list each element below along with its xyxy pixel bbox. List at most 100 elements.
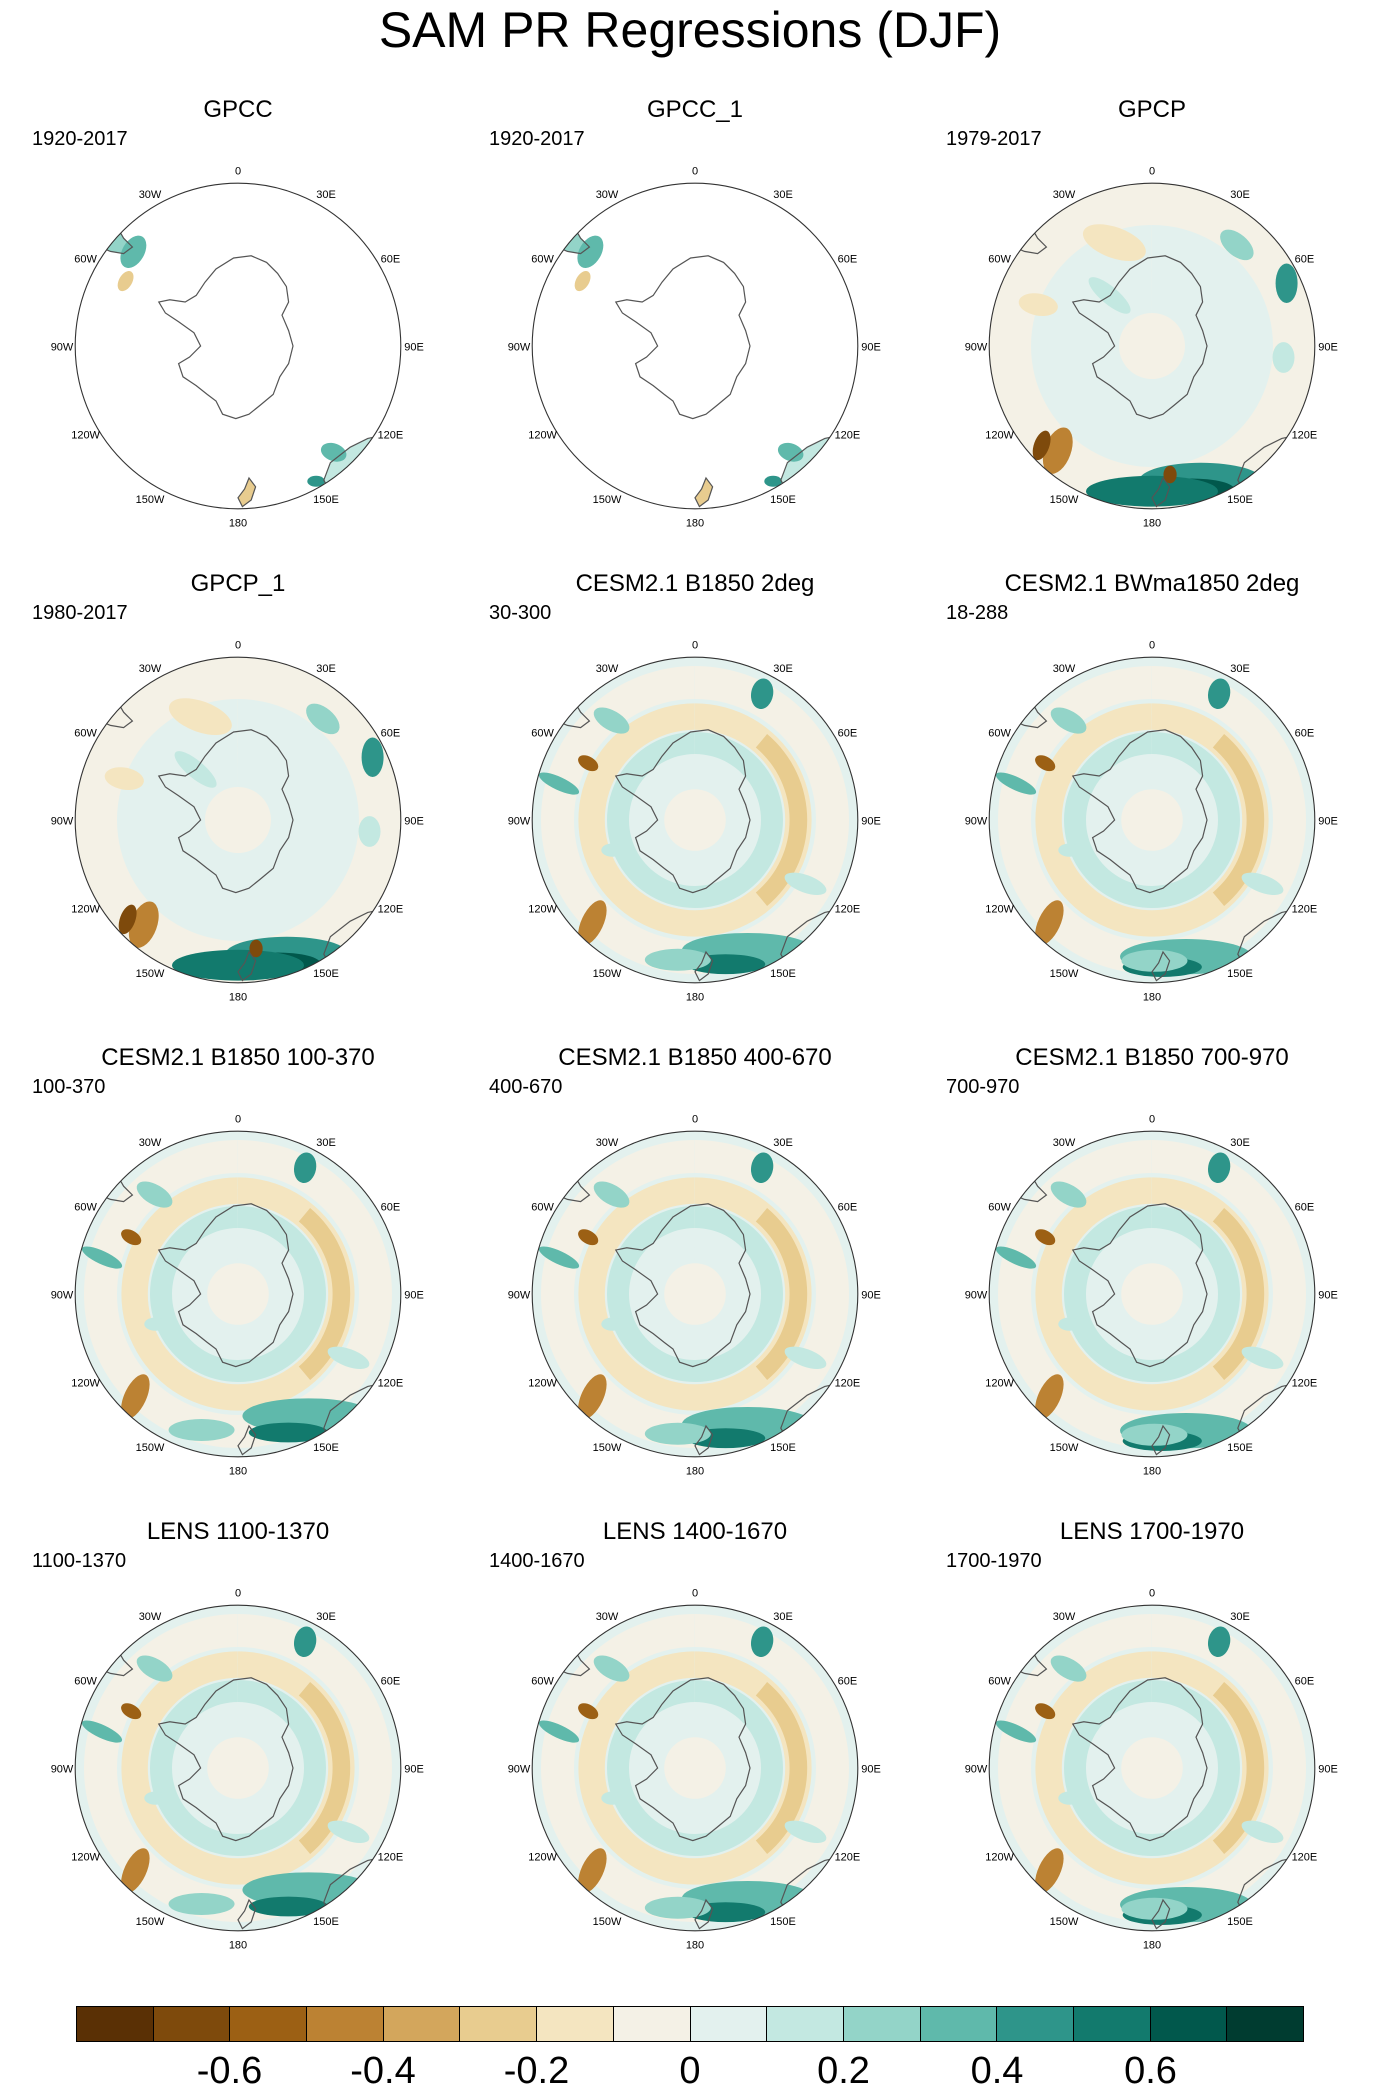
polar-map: 0 30E 60E 90E 120E 150E 180 150W 120W 90W 60W 30W — [965, 1113, 1338, 1477]
longitude-label: 150W — [593, 968, 622, 980]
longitude-label: 180 — [686, 517, 704, 529]
polar-map: 0 30E 60E 90E 120E 150E 180 150W 120W 90W 60W 30W — [508, 165, 881, 529]
figure-title: SAM PR Regressions (DJF) — [378, 2, 1002, 58]
antarctica-outline — [614, 1203, 751, 1368]
longitude-label: 60W — [988, 253, 1011, 265]
panel-gpcp-1: GPCP_1 1980-2017 0 30E 60E 90E 120E 150E 180 15… — [18, 570, 458, 1040]
longitude-label: 90W — [51, 1763, 74, 1775]
panel-title: LENS 1400-1670 — [602, 1518, 788, 1545]
longitude-label: 30W — [139, 663, 162, 675]
longitude-label: 90W — [508, 1289, 531, 1301]
longitude-label: 180 — [686, 991, 704, 1003]
longitude-label: 120W — [985, 1851, 1014, 1863]
longitude-label: 90E — [861, 1763, 881, 1775]
longitude-label: 0 — [692, 1587, 698, 1599]
longitude-label: 0 — [692, 639, 698, 651]
panel-title: CESM2.1 B1850 2deg — [575, 570, 815, 597]
polar-map: 0 30E 60E 90E 120E 150E 180 150W 120W 90W 60W 30W — [508, 1113, 881, 1477]
longitude-label: 120E — [835, 903, 861, 915]
map-boundary — [531, 182, 859, 510]
longitude-label: 0 — [692, 1113, 698, 1125]
panel-lens-1700-1970: LENS 1700-1970 1700-1970 0 30E 60E 90E 120E 1… — [932, 1518, 1372, 1988]
longitude-label: 150E — [313, 1916, 339, 1928]
panel-title: CESM2.1 BWma1850 2deg — [1004, 570, 1300, 597]
longitude-label: 60W — [74, 253, 97, 265]
antarctica-outline — [1071, 255, 1208, 420]
longitude-label: 150E — [770, 1442, 796, 1454]
longitude-label: 150E — [313, 494, 339, 506]
colorbar-swatch — [307, 2007, 384, 2041]
longitude-label: 120E — [1292, 1851, 1318, 1863]
longitude-label: 30E — [773, 1137, 793, 1149]
longitude-label: 90E — [1318, 341, 1338, 353]
longitude-label: 30E — [773, 663, 793, 675]
new-zealand-outline — [237, 476, 257, 508]
colorbar-tick-label: 0.6 — [1124, 2050, 1177, 2092]
panel-period: 18-288 — [946, 602, 1009, 624]
longitude-label: 30W — [139, 1611, 162, 1623]
polar-map: 0 30E 60E 90E 120E 150E 180 150W 120W 90W 60W 30W — [51, 1587, 424, 1951]
panel-period: 1400-1670 — [489, 1550, 585, 1572]
longitude-label: 180 — [1143, 991, 1161, 1003]
longitude-label: 60E — [838, 253, 858, 265]
colorbar-tick-label: -0.4 — [350, 2050, 416, 2092]
panel-period: 400-670 — [489, 1076, 563, 1098]
longitude-label: 0 — [235, 1587, 241, 1599]
panel-title: CESM2.1 B1850 100-370 — [101, 1044, 375, 1071]
precip-field — [75, 183, 401, 508]
longitude-label: 120W — [71, 903, 100, 915]
longitude-label: 150W — [1050, 968, 1079, 980]
map-boundary — [988, 1604, 1316, 1932]
longitude-label: 60E — [381, 1201, 401, 1213]
longitude-label: 150W — [593, 494, 622, 506]
longitude-label: 90E — [404, 1763, 424, 1775]
longitude-label: 60E — [1295, 727, 1315, 739]
antarctica-outline — [614, 255, 751, 420]
colorbar-tick-label: -0.2 — [503, 2050, 570, 2092]
longitude-label: 150W — [136, 1442, 165, 1454]
panel-gpcc-1: GPCC_1 1920-2017 0 30E 60E 90E 120E 150E 180 15… — [475, 96, 915, 566]
longitude-label: 30E — [316, 1611, 336, 1623]
precip-field — [75, 657, 401, 983]
longitude-label: 150W — [1050, 1442, 1079, 1454]
new-zealand-outline — [694, 950, 714, 982]
precip-field — [75, 1131, 401, 1457]
longitude-label: 30E — [316, 663, 336, 675]
precip-field — [989, 183, 1315, 509]
panel-gpcc: GPCC 1920-2017 0 30E 60E 90E 120E 150E 180 150W… — [18, 96, 458, 566]
longitude-label: 60W — [74, 1675, 97, 1687]
longitude-label: 30E — [773, 1611, 793, 1623]
longitude-label: 90E — [861, 815, 881, 827]
panel-cesm-b1850-100-370: CESM2.1 B1850 100-370 100-370 0 30E 60E 90E… — [18, 1044, 458, 1514]
new-zealand-outline — [694, 476, 714, 508]
new-zealand-outline — [237, 950, 257, 982]
colorbar-swatch — [1150, 2007, 1228, 2041]
longitude-label: 120W — [71, 1377, 100, 1389]
longitude-label: 60W — [531, 253, 554, 265]
longitude-label: 120W — [528, 1377, 557, 1389]
longitude-label: 150E — [313, 968, 339, 980]
colorbar-swatch — [383, 2007, 461, 2041]
longitude-label: 120E — [835, 429, 861, 441]
longitude-label: 120E — [835, 1851, 861, 1863]
longitude-label: 90E — [861, 1289, 881, 1301]
colorbar-swatch — [613, 2007, 691, 2041]
longitude-label: 120W — [528, 903, 557, 915]
longitude-label: 60E — [381, 1675, 401, 1687]
antarctica-outline — [1071, 729, 1208, 894]
panel-title: GPCC_1 — [646, 96, 744, 123]
panel-period: 1920-2017 — [489, 128, 585, 150]
longitude-label: 90E — [1318, 1763, 1338, 1775]
longitude-label: 30W — [596, 189, 619, 201]
longitude-label: 150W — [136, 1916, 165, 1928]
panel-title: GPCP — [1117, 96, 1186, 123]
longitude-label: 150W — [136, 968, 165, 980]
longitude-label: 60E — [1295, 1201, 1315, 1213]
polar-map: 0 30E 60E 90E 120E 150E 180 150W 120W 90W 60W 30W — [508, 639, 881, 1003]
longitude-label: 60E — [1295, 253, 1315, 265]
panel-period: 1979-2017 — [946, 128, 1042, 150]
longitude-label: 120W — [985, 1377, 1014, 1389]
polar-map: 0 30E 60E 90E 120E 150E 180 150W 120W 90W 60W 30W — [51, 639, 424, 1003]
panel-period: 30-300 — [489, 602, 552, 624]
map-boundary — [988, 656, 1316, 984]
